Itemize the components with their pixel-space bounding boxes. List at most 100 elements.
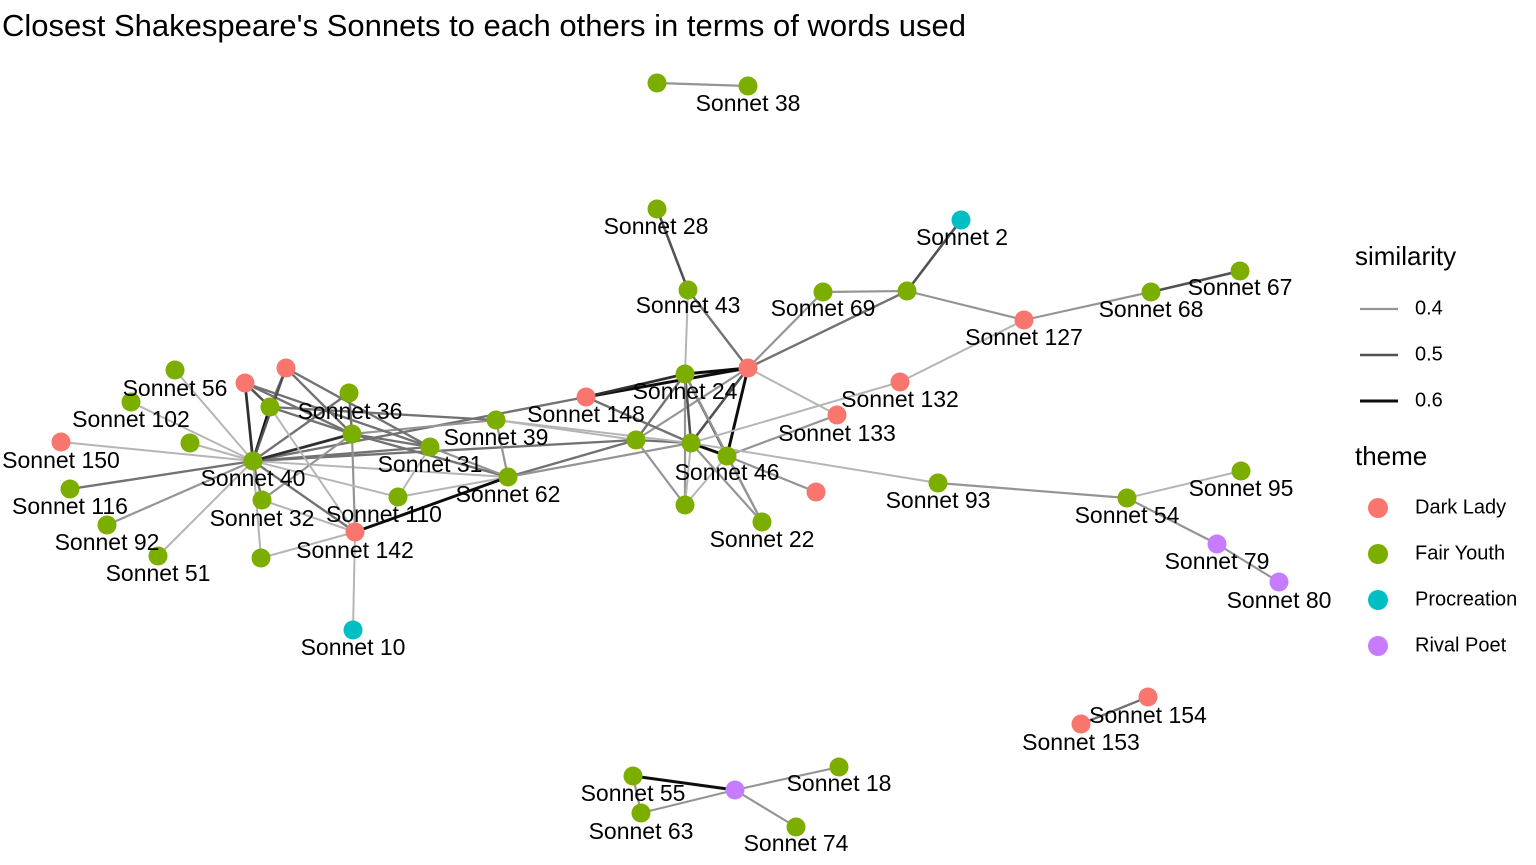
node-label-s38: Sonnet 38	[696, 90, 801, 116]
node-label-s18: Sonnet 18	[787, 770, 892, 796]
legend-theme-key-dark-lady	[1368, 498, 1388, 518]
node-label-s95: Sonnet 95	[1189, 475, 1294, 501]
edge-s54-s95	[1126, 470, 1242, 499]
node-uG5	[165, 360, 185, 380]
node-s116	[60, 479, 80, 499]
legend-similarity-label-0.6: 0.6	[1415, 389, 1443, 411]
edge-s31-s40	[252, 445, 431, 463]
edge-s93-s54	[937, 481, 1128, 500]
edge-s32-s142	[261, 499, 356, 533]
edge-s54-s79	[1126, 497, 1218, 545]
edge-uC2-uG3	[684, 442, 692, 506]
edge-u38-s38	[656, 81, 749, 88]
edge-s142-s62	[354, 475, 509, 534]
edge-s31-s110	[397, 446, 431, 498]
edge-uRedHub-uHub69	[747, 289, 908, 370]
node-s46	[717, 446, 737, 466]
edge-s36-s56	[244, 381, 353, 436]
edge-uC1-s40	[252, 438, 637, 463]
node-label-s133: Sonnet 133	[778, 420, 896, 446]
legend-similarity-title: similarity	[1355, 241, 1456, 271]
node-s51	[148, 546, 168, 566]
edge-s68-s67	[1150, 269, 1241, 294]
node-s2	[951, 210, 971, 230]
edge-uRedHub-s43	[687, 289, 749, 369]
node-label-s153: Sonnet 153	[1022, 729, 1140, 755]
edge-s39-uG36	[269, 405, 497, 422]
node-s95	[1231, 461, 1251, 481]
edge-s92-s40	[106, 460, 254, 526]
edge-s127-s68	[1023, 290, 1152, 322]
edge-s62-s40	[252, 460, 509, 478]
node-s28	[647, 199, 667, 219]
node-s150	[51, 432, 71, 452]
edge-s62-s31	[429, 445, 509, 479]
node-s24	[675, 364, 695, 384]
node-label-s69: Sonnet 69	[771, 295, 876, 321]
edge-uG4-s40	[252, 392, 350, 462]
node-uRed3	[276, 358, 296, 378]
edge-s43-s24	[684, 289, 689, 375]
legend-theme-key-procreation	[1368, 590, 1388, 610]
node-s43	[678, 280, 698, 300]
node-label-s10: Sonnet 10	[301, 634, 406, 660]
node-u38	[647, 73, 667, 93]
node-s80	[1269, 572, 1289, 592]
edge-s127-s132	[899, 319, 1025, 383]
edge-s46-uRed2	[726, 454, 817, 494]
edge-s154-s153	[1080, 695, 1149, 726]
edge-s51-s40	[157, 460, 254, 557]
node-label-s63: Sonnet 63	[589, 818, 694, 844]
edge-uC2-s62	[507, 441, 692, 479]
legend-theme-key-fair-youth	[1368, 544, 1388, 564]
node-label-s102: Sonnet 102	[72, 406, 190, 432]
edge-s69-uHub69	[822, 289, 908, 294]
legend-theme-label-rival-poet: Rival Poet	[1415, 634, 1507, 656]
node-s153	[1071, 714, 1091, 734]
node-s22	[752, 512, 772, 532]
node-layer	[51, 73, 1289, 837]
node-uG4	[339, 383, 359, 403]
edge-s148-s40	[252, 395, 587, 463]
node-s31	[420, 437, 440, 457]
legend-similarity-label-0.5: 0.5	[1415, 343, 1443, 365]
node-label-s62: Sonnet 62	[456, 481, 561, 507]
node-s79	[1207, 534, 1227, 554]
edge-s110-s40	[252, 460, 399, 498]
node-label-s79: Sonnet 79	[1165, 548, 1270, 574]
node-s93	[928, 473, 948, 493]
legend-theme-label-fair-youth: Fair Youth	[1415, 542, 1505, 564]
node-label-s154: Sonnet 154	[1089, 702, 1207, 728]
node-uG7	[251, 548, 271, 568]
edge-s110-s62	[397, 476, 509, 498]
node-label-s68: Sonnet 68	[1099, 296, 1204, 322]
node-s110	[388, 487, 408, 507]
node-s56	[235, 373, 255, 393]
node-label-s39: Sonnet 39	[444, 424, 549, 450]
node-label-s43: Sonnet 43	[636, 292, 741, 318]
edge-s63-uRP	[640, 788, 736, 815]
node-label-s54: Sonnet 54	[1075, 502, 1180, 528]
edge-uG5-s40	[174, 369, 254, 462]
edge-s2-uHub69	[905, 219, 963, 292]
edge-uC1-s62	[507, 438, 637, 479]
node-uG3	[675, 495, 695, 515]
node-label-s132: Sonnet 132	[841, 386, 959, 412]
node-uRedHub	[738, 358, 758, 378]
node-label-s32: Sonnet 32	[210, 505, 315, 531]
edge-uRedHub-uC2	[689, 367, 750, 444]
edge-uRedHub-s133	[747, 367, 838, 416]
node-label-s31: Sonnet 31	[378, 451, 483, 477]
node-s39	[486, 410, 506, 430]
node-uC2	[681, 433, 701, 453]
node-s68	[1141, 282, 1161, 302]
node-uRP	[725, 780, 745, 800]
node-s18	[829, 757, 849, 777]
node-label-s148: Sonnet 148	[527, 401, 645, 427]
node-uG36	[260, 397, 280, 417]
node-label-s116: Sonnet 116	[12, 493, 128, 519]
edge-s142-uG36	[269, 406, 356, 533]
node-s92	[97, 515, 117, 535]
node-s148	[576, 387, 596, 407]
